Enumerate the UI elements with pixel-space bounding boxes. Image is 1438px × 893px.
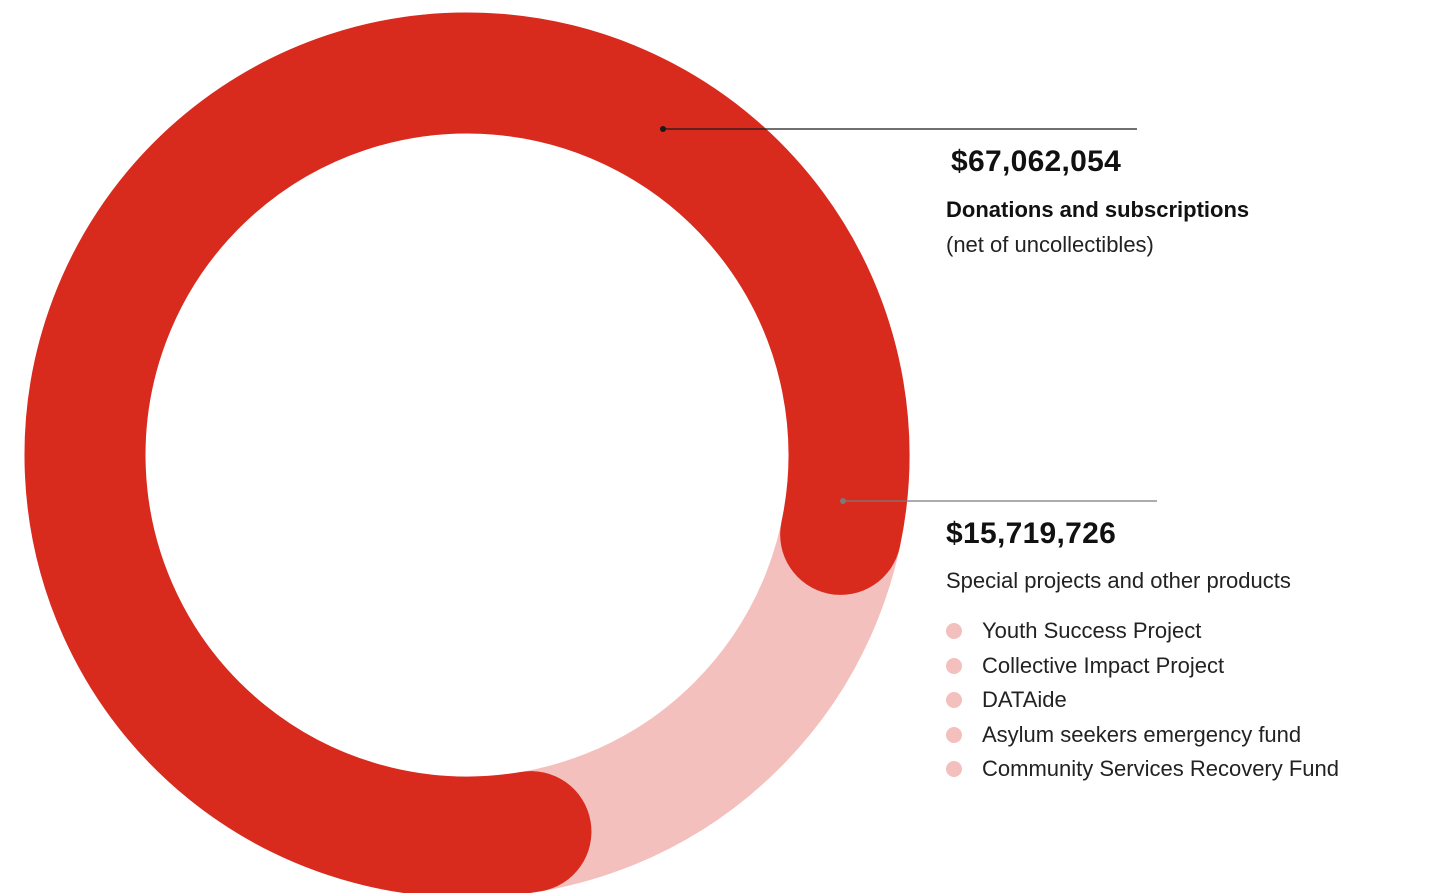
list-item: Youth Success Project <box>946 614 1339 649</box>
slice-donations-subscriptions <box>24 12 910 893</box>
special-projects-amount: $15,719,726 <box>946 517 1117 550</box>
donations-note: (net of uncollectibles) <box>946 232 1154 257</box>
project-name: Collective Impact Project <box>982 652 1225 678</box>
project-name: DATAide <box>982 687 1067 713</box>
donations-amount: $67,062,054 <box>951 145 1122 178</box>
donations-label: Donations and subscriptions <box>946 197 1250 222</box>
list-item: Community Services Recovery Fund <box>946 752 1339 787</box>
bullet-dot <box>946 761 962 778</box>
leader-dot-special-projects <box>840 498 846 504</box>
special-projects-label: Special projects and other products <box>946 568 1291 593</box>
list-item: Collective Impact Project <box>946 649 1339 684</box>
list-item: DATAide <box>946 683 1339 718</box>
bullet-dot <box>946 692 962 709</box>
project-name: Youth Success Project <box>982 618 1202 644</box>
list-item: Asylum seekers emergency fund <box>946 718 1339 753</box>
project-name: Asylum seekers emergency fund <box>982 721 1302 747</box>
bullet-dot <box>946 623 962 640</box>
bullet-dot <box>946 657 962 674</box>
bullet-dot <box>946 726 962 743</box>
project-name: Community Services Recovery Fund <box>982 756 1340 782</box>
leader-dot-donations <box>660 126 666 132</box>
project-list: Youth Success Project Collective Impact … <box>946 614 1339 787</box>
